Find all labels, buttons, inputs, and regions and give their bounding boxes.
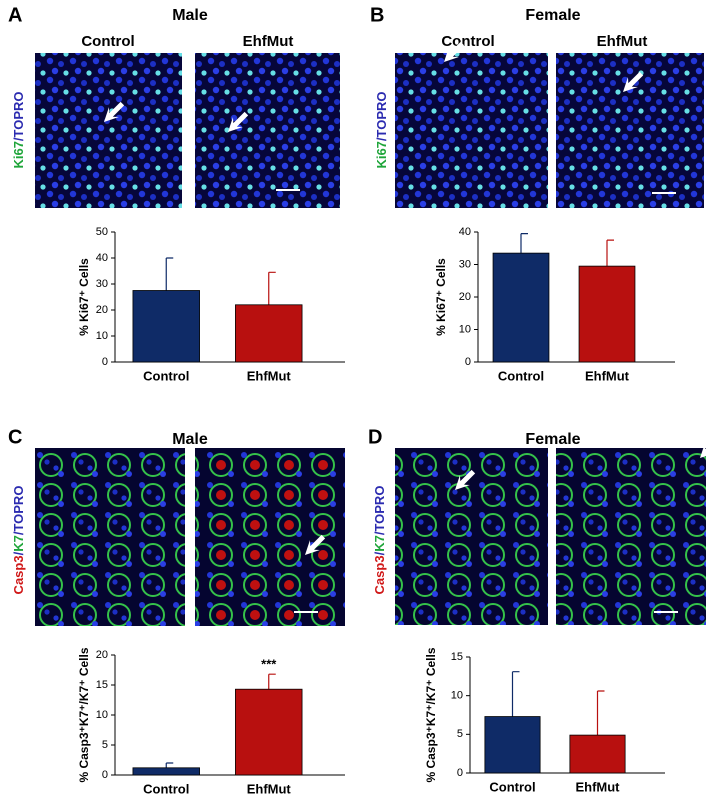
stain-part: Ki67 (374, 141, 389, 168)
bar (484, 716, 541, 774)
x-tick-label: EhfMut (575, 779, 620, 794)
panel-label: D (368, 426, 382, 448)
arrow (104, 101, 125, 122)
panel-label: B (370, 4, 384, 26)
x-tick-label: Control (143, 781, 189, 796)
error-bar (606, 239, 614, 267)
x-tick-label: EhfMut (585, 368, 630, 383)
error-bar (165, 257, 174, 291)
y-tick-label: 0 (457, 767, 463, 779)
error-bar (165, 762, 174, 768)
bar (132, 767, 200, 776)
x-tick-label: Control (489, 779, 535, 794)
x-tick-label: EhfMut (247, 781, 292, 796)
micrograph (556, 448, 706, 625)
panel-title: Male (172, 431, 208, 448)
column-label: Control (81, 33, 134, 50)
bar (578, 265, 636, 363)
error-bar (511, 671, 520, 717)
panel-title: Female (525, 431, 580, 448)
micrograph (35, 448, 185, 626)
y-tick-label: 10 (451, 690, 463, 702)
x-tick-label: Control (498, 368, 544, 383)
y-tick-label: 10 (96, 330, 108, 342)
stain-label: Ki67/TOPRO (11, 91, 26, 168)
micrograph (395, 448, 548, 625)
arrow (455, 469, 476, 490)
y-tick-label: 15 (451, 651, 463, 663)
panel-label: A (8, 4, 22, 26)
error-bar (520, 233, 528, 254)
y-axis-label: % Casp3⁺K7⁺/K7⁺ Cells (77, 647, 91, 782)
arrow (228, 111, 249, 132)
y-axis-label: % Ki67⁺ Cells (77, 258, 91, 336)
y-tick-label: 20 (96, 649, 108, 661)
stain-part: Casp3 (11, 555, 26, 594)
stain-part: /TOPRO (11, 486, 26, 536)
bar (492, 252, 550, 363)
column-label: EhfMut (243, 33, 294, 50)
panel-label: C (8, 426, 22, 448)
x-tick-label: EhfMut (247, 368, 292, 383)
y-tick-label: 0 (102, 769, 108, 781)
stain-part: K7 (11, 535, 26, 552)
bar (235, 304, 303, 363)
error-bar (268, 271, 276, 305)
micrograph (195, 53, 340, 208)
y-axis-label: % Casp3⁺K7⁺/K7⁺ Cells (424, 647, 438, 782)
stain-part: /TOPRO (374, 91, 389, 141)
stain-part: / (11, 551, 26, 555)
y-tick-label: 10 (96, 709, 108, 721)
y-tick-label: 40 (459, 226, 471, 238)
column-label: Control (441, 33, 494, 50)
y-tick-label: 10 (459, 323, 471, 335)
x-tick-label: Control (143, 368, 189, 383)
y-tick-label: 15 (96, 679, 108, 691)
bar (235, 688, 303, 776)
y-tick-label: 5 (457, 728, 463, 740)
error-bar (268, 673, 276, 690)
y-tick-label: 50 (96, 226, 108, 238)
panel-title: Male (172, 7, 208, 24)
y-tick-label: 20 (96, 304, 108, 316)
panel-title: Female (525, 7, 580, 24)
y-tick-label: 0 (465, 356, 471, 368)
y-tick-label: 40 (96, 252, 108, 264)
y-tick-label: 0 (102, 356, 108, 368)
stain-label: Casp3/K7/TOPRO (11, 486, 26, 595)
stain-part: Ki67 (11, 141, 26, 168)
stain-label: Casp3/K7/TOPRO (372, 486, 387, 595)
stain-part: /TOPRO (372, 486, 387, 536)
stain-part: /TOPRO (11, 91, 26, 141)
arrow (444, 41, 465, 62)
stain-part: Casp3 (372, 555, 387, 594)
y-tick-label: 30 (459, 258, 471, 270)
y-tick-label: 30 (96, 278, 108, 290)
y-axis-label: % Ki67⁺ Cells (434, 258, 448, 336)
column-label: EhfMut (597, 33, 648, 50)
arrow (623, 71, 644, 92)
arrow (305, 534, 326, 555)
arrow (700, 437, 714, 458)
micrograph (395, 53, 548, 208)
bar (132, 290, 200, 363)
stain-label: Ki67/TOPRO (374, 91, 389, 168)
stain-part: / (372, 551, 387, 555)
error-bar (596, 690, 605, 736)
y-tick-label: 20 (459, 291, 471, 303)
micrograph (556, 53, 704, 208)
micrograph (35, 53, 182, 208)
bar (569, 734, 626, 774)
stain-part: K7 (372, 535, 387, 552)
significance: *** (261, 657, 277, 672)
y-tick-label: 5 (102, 739, 108, 751)
